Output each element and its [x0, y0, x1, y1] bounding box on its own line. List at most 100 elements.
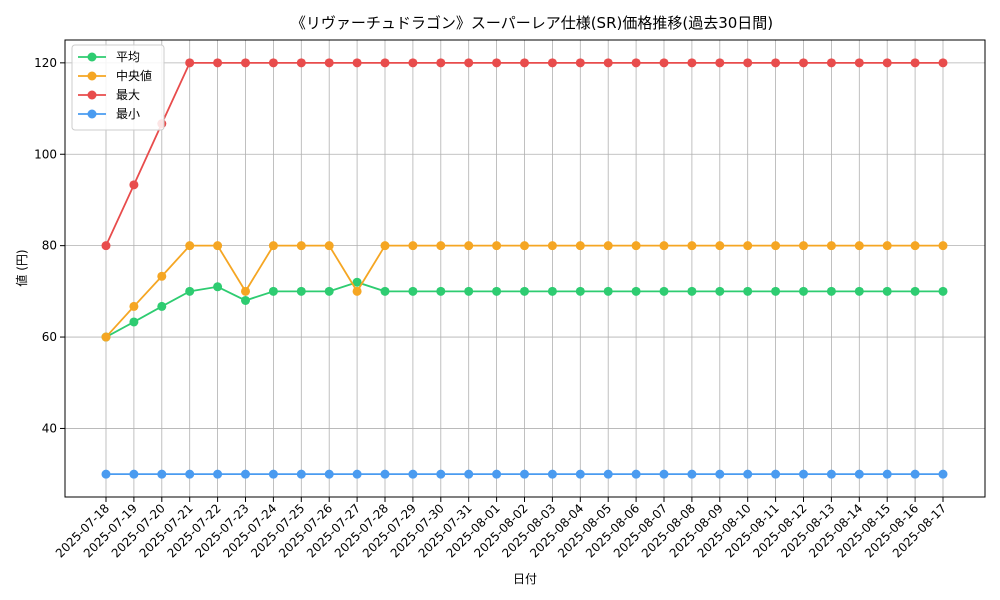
data-point [268, 469, 278, 479]
data-point [520, 241, 529, 251]
data-point [380, 469, 390, 479]
data-point [492, 286, 502, 296]
data-point [101, 469, 111, 479]
data-point [492, 58, 502, 68]
data-point [631, 241, 641, 251]
data-point [715, 58, 725, 68]
data-point [715, 241, 725, 251]
data-point [241, 58, 250, 68]
data-point [241, 469, 250, 479]
data-point [799, 241, 808, 251]
data-point [882, 58, 892, 68]
data-point [687, 58, 697, 68]
data-point [882, 286, 892, 296]
chart-title: 《リヴァーチュドラゴン》スーパーレア仕様(SR)価格推移(過去30日間) [291, 14, 773, 32]
data-point [910, 241, 920, 251]
data-point [938, 286, 948, 296]
data-point [575, 469, 585, 479]
data-point [603, 469, 613, 479]
data-point [631, 58, 641, 68]
data-point [715, 286, 725, 296]
data-point [799, 469, 808, 479]
data-point [659, 241, 669, 251]
series-1 [101, 241, 948, 342]
data-point [575, 286, 585, 296]
data-point [771, 286, 781, 296]
data-point [631, 286, 641, 296]
data-point [464, 469, 474, 479]
data-point [799, 286, 808, 296]
data-point [520, 286, 529, 296]
data-point [436, 469, 446, 479]
data-point [854, 286, 864, 296]
data-point [547, 241, 557, 251]
data-point [547, 469, 557, 479]
data-point [464, 286, 474, 296]
data-point [799, 58, 808, 68]
data-point [408, 469, 418, 479]
data-point [380, 241, 390, 251]
data-point [743, 58, 753, 68]
y-tick-label: 40 [42, 421, 57, 435]
data-point [547, 58, 557, 68]
data-point [324, 58, 334, 68]
data-point [408, 58, 418, 68]
data-point [213, 58, 223, 68]
legend-marker [87, 52, 97, 62]
legend-marker [87, 109, 97, 119]
data-point [324, 469, 334, 479]
data-point [129, 317, 139, 327]
data-point [575, 241, 585, 251]
series-layer [101, 58, 948, 479]
legend-label: 中央値 [116, 68, 152, 83]
data-point [882, 469, 892, 479]
legend-box [71, 44, 165, 131]
legend-label: 平均 [116, 50, 140, 64]
data-point [575, 58, 585, 68]
data-point [129, 180, 139, 190]
data-point [603, 241, 613, 251]
data-point [296, 58, 306, 68]
data-point [352, 469, 362, 479]
y-tick-label: 100 [34, 147, 57, 161]
data-point [213, 282, 223, 292]
data-point [715, 469, 725, 479]
y-tick-label: 80 [42, 239, 57, 253]
y-tick-layer: 40 60 80 100 120 [34, 56, 65, 435]
data-point [771, 469, 781, 479]
legend-label: 最小 [116, 107, 140, 121]
data-point [185, 286, 195, 296]
data-point [771, 58, 781, 68]
legend-marker [87, 90, 97, 100]
data-point [743, 286, 753, 296]
data-point [268, 286, 278, 296]
data-point [910, 469, 920, 479]
data-point [157, 301, 167, 311]
data-point [743, 469, 753, 479]
data-point [743, 241, 753, 251]
data-point [464, 58, 474, 68]
data-point [687, 469, 697, 479]
data-point [185, 241, 195, 251]
data-point [659, 58, 669, 68]
data-point [408, 241, 418, 251]
data-point [938, 241, 948, 251]
data-point [296, 286, 306, 296]
data-point [213, 469, 223, 479]
data-point [408, 286, 418, 296]
data-point [129, 301, 139, 311]
data-point [854, 469, 864, 479]
data-point [854, 58, 864, 68]
data-point [436, 58, 446, 68]
series-3 [101, 469, 948, 479]
data-point [296, 241, 306, 251]
data-point [938, 469, 948, 479]
series-2 [101, 58, 948, 251]
data-point [520, 469, 529, 479]
data-point [352, 277, 362, 287]
data-point [603, 58, 613, 68]
data-point [826, 241, 836, 251]
data-point [826, 286, 836, 296]
data-point [464, 241, 474, 251]
data-point [603, 286, 613, 296]
